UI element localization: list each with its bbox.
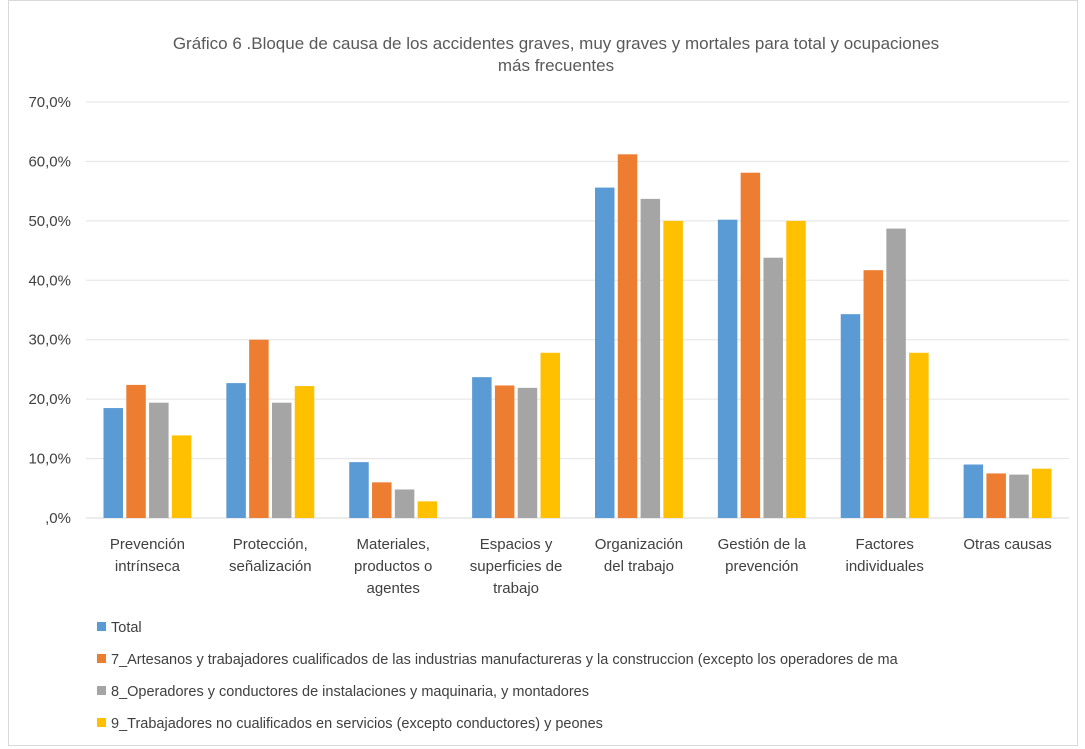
- chart-title: Gráfico 6 .Bloque de causa de los accide…: [173, 34, 939, 75]
- bar-6-0: [840, 314, 861, 518]
- bar-3-3: [540, 352, 561, 518]
- legend-label: 8_Operadores y conductores de instalacio…: [111, 684, 589, 700]
- bar-6-3: [909, 352, 929, 518]
- bar-4-1: [617, 154, 638, 518]
- category-label: prevención: [725, 558, 798, 575]
- legend-swatch: [97, 622, 106, 631]
- category-label: Factores: [856, 536, 914, 553]
- y-tick-label: ,0%: [45, 510, 71, 527]
- bar-4-0: [594, 187, 615, 518]
- bars: [103, 154, 1052, 518]
- bar-5-1: [740, 172, 761, 518]
- category-label: individuales: [845, 558, 923, 575]
- bar-6-1: [863, 270, 884, 518]
- legend-label: 9_Trabajadores no cualificados en servic…: [111, 716, 603, 732]
- category-label: Protección,: [233, 536, 308, 553]
- category-label: Materiales,: [357, 536, 430, 553]
- legend-label: Total: [111, 620, 142, 636]
- bar-1-3: [294, 386, 315, 518]
- legend: Total 7_Artesanos y trabajadores cualific…: [97, 620, 899, 732]
- y-tick-label: 50,0%: [28, 213, 71, 230]
- category-label: Prevención: [110, 536, 185, 553]
- x-axis-category-labels: Prevención intrínseca Protección, señalizac…: [110, 536, 1052, 597]
- category-label: Otras causas: [963, 536, 1051, 553]
- legend-swatch: [97, 654, 106, 663]
- category-label: Gestión de la: [718, 536, 807, 553]
- bar-5-0: [717, 219, 738, 518]
- bar-3-0: [472, 377, 492, 518]
- category-label: Organización: [595, 536, 683, 553]
- bar-2-0: [349, 462, 369, 518]
- bar-0-3: [171, 435, 192, 518]
- legend-swatch: [97, 686, 106, 695]
- y-axis-ticks: ,0% 10,0% 20,0% 30,0% 40,0% 50,0% 60,0% 70,0%: [28, 94, 71, 527]
- category-label: intrínseca: [115, 558, 181, 575]
- bar-3-2: [517, 387, 538, 518]
- y-tick-label: 30,0%: [28, 332, 71, 349]
- y-tick-label: 10,0%: [28, 451, 71, 468]
- category-label: señalización: [229, 558, 312, 575]
- legend-label: 7_Artesanos y trabajadores cualificados …: [111, 652, 899, 668]
- y-tick-label: 60,0%: [28, 153, 71, 170]
- bar-0-1: [126, 384, 146, 518]
- bar-5-3: [786, 220, 806, 518]
- category-label: trabajo: [493, 580, 539, 597]
- bar-7-3: [1032, 468, 1052, 518]
- chart-title-line: Gráfico 6 .Bloque de causa de los accide…: [173, 34, 939, 53]
- bar-7-2: [1009, 474, 1029, 518]
- bar-1-2: [271, 402, 292, 518]
- y-tick-label: 70,0%: [28, 94, 71, 111]
- bar-2-3: [417, 501, 438, 518]
- category-label: productos o: [354, 558, 432, 575]
- category-label: superficies de: [470, 558, 563, 575]
- bar-7-0: [963, 464, 984, 518]
- legend-swatch: [97, 718, 106, 727]
- category-label: Espacios y: [480, 536, 553, 553]
- bar-4-3: [663, 220, 683, 518]
- bar-3-1: [494, 385, 515, 518]
- chart-frame: Gráfico 6 .Bloque de causa de los accide…: [8, 0, 1078, 746]
- category-label: del trabajo: [604, 558, 674, 575]
- bar-4-2: [640, 198, 661, 518]
- y-tick-label: 40,0%: [28, 272, 71, 289]
- bar-1-1: [249, 339, 269, 518]
- bar-1-0: [226, 383, 246, 518]
- chart-title-line: más frecuentes: [498, 56, 614, 75]
- bar-7-1: [986, 473, 1006, 518]
- bar-0-2: [149, 402, 169, 518]
- bar-0-0: [103, 408, 123, 518]
- bar-chart: Gráfico 6 .Bloque de causa de los accide…: [28, 34, 1069, 732]
- bar-2-2: [394, 489, 415, 518]
- category-label: agentes: [366, 580, 419, 597]
- bar-2-1: [372, 482, 392, 518]
- y-tick-label: 20,0%: [28, 391, 71, 408]
- bar-5-2: [763, 257, 783, 518]
- bar-6-2: [886, 228, 906, 518]
